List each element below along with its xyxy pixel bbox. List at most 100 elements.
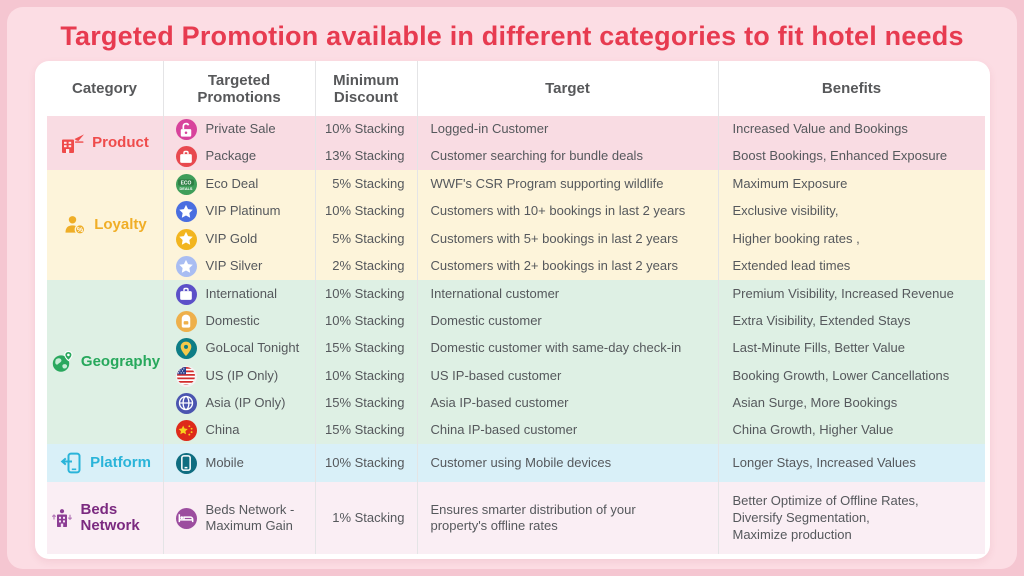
building-arrows-icon [49, 506, 75, 530]
backpack-icon [175, 310, 197, 332]
star-icon [175, 201, 197, 223]
unlock-icon [175, 119, 197, 141]
benefit-cell: China Growth, Higher Value [717, 417, 985, 445]
promotion-label: Asia (IP Only) [205, 394, 286, 410]
promotion-cell: Beds Network - Maximum Gain [162, 482, 315, 555]
discount-cell: 10% Stacking [314, 444, 417, 483]
discount-cell: 10% Stacking [314, 362, 417, 390]
benefit-cell: Boost Bookings, Enhanced Exposure [717, 143, 985, 171]
target-cell: Customers with 5+ bookings in last 2 yea… [416, 225, 718, 253]
discount-cell: 13% Stacking [314, 143, 417, 171]
header-targeted-promotions: Targeted Promotions [162, 61, 315, 117]
target-cell: Customer searching for bundle deals [416, 143, 718, 171]
package-icon [175, 146, 197, 168]
header-category: Category [71, 80, 138, 98]
benefit-cell: Extra Visibility, Extended Stays [717, 307, 985, 336]
target-cell: Customers with 2+ bookings in last 2 yea… [416, 252, 718, 281]
target-cell: Customer using Mobile devices [416, 444, 718, 483]
bed-icon [175, 507, 197, 529]
promotion-cell: VIP Gold [162, 225, 315, 253]
discount-cell: 10% Stacking [314, 116, 417, 144]
promotion-label: VIP Gold [205, 230, 258, 246]
category-label: Beds Network [80, 500, 140, 535]
discount-cell: 5% Stacking [314, 225, 417, 253]
us-flag-icon [175, 365, 197, 387]
globe-pin-icon [49, 350, 75, 374]
person-percent-icon [62, 213, 88, 237]
promotion-cell: GoLocal Tonight [162, 335, 315, 363]
phone-arrow-icon [58, 451, 84, 475]
promotion-cell: China [162, 417, 315, 445]
category-band-platform: Platform Mobile 10% Stacking Customer using… [46, 444, 985, 483]
category-band-beds-network: Beds Network Beds Network - Maximum Gain 1… [46, 482, 985, 555]
table-body: Product Private Sale 10% Stacking Logged-in… [35, 116, 990, 555]
benefit-cell: Maximum Exposure [717, 170, 985, 198]
benefit-cell: Asian Surge, More Bookings [717, 389, 985, 418]
promotion-cell: Eco Deal [162, 170, 315, 198]
promotion-cell: VIP Silver [162, 252, 315, 281]
star-icon [175, 256, 197, 278]
category-band-geography: Geography International 10% Stacking Intern… [46, 280, 985, 445]
discount-cell: 15% Stacking [314, 417, 417, 445]
header-minimum-discount: Minimum Discount [314, 61, 417, 117]
benefit-cell: Last-Minute Fills, Better Value [717, 335, 985, 363]
benefit-cell: Extended lead times [717, 252, 985, 281]
category-label: Geography [80, 353, 161, 371]
benefit-cell: Better Optimize of Offline Rates, Divers… [717, 482, 985, 555]
benefit-cell: Exclusive visibility, [717, 197, 985, 226]
map-pin-icon [175, 338, 197, 360]
promotion-label: VIP Silver [205, 258, 263, 274]
discount-cell: 1% Stacking [314, 482, 417, 555]
discount-cell: 10% Stacking [314, 280, 417, 308]
promotion-label: Beds Network - Maximum Gain [205, 501, 295, 534]
benefit-cell: Longer Stays, Increased Values [717, 444, 985, 483]
promotion-label: US (IP Only) [205, 367, 279, 383]
page-background: Targeted Promotion available in differen… [7, 7, 1017, 569]
category-cell-loyalty: Loyalty [47, 170, 163, 280]
target-cell: Customers with 10+ bookings in last 2 ye… [416, 197, 718, 226]
target-cell: Domestic customer with same-day check-in [416, 335, 718, 363]
target-cell: China IP-based customer [416, 417, 718, 445]
target-cell: WWF's CSR Program supporting wildlife [416, 170, 718, 198]
category-cell-platform: Platform [47, 444, 163, 482]
globe-icon [175, 392, 197, 414]
promotion-label: GoLocal Tonight [205, 340, 300, 356]
promotion-label: Mobile [205, 454, 244, 470]
promotion-cell: Domestic [162, 307, 315, 336]
promotion-cell: VIP Platinum [162, 197, 315, 226]
benefit-cell: Booking Growth, Lower Cancellations [717, 362, 985, 390]
promotion-label: Eco Deal [205, 175, 259, 191]
promotion-cell: Asia (IP Only) [162, 389, 315, 418]
category-label: Product [92, 134, 149, 152]
promotion-label: Package [205, 148, 257, 164]
promotion-label: China [205, 422, 240, 438]
category-cell-product: Product [47, 116, 163, 170]
promotion-label: VIP Platinum [205, 203, 281, 219]
promotion-label: Private Sale [205, 121, 276, 137]
page-title: Targeted Promotion available in differen… [60, 21, 964, 51]
category-band-loyalty: Loyalty Eco Deal 5% Stacking WWF's CSR Prog… [46, 170, 985, 281]
header-target: Target [416, 61, 718, 117]
target-cell: Domestic customer [416, 307, 718, 336]
building-plane-icon [60, 131, 86, 155]
category-cell-beds-network: Beds Network [47, 482, 163, 554]
target-cell: Asia IP-based customer [416, 389, 718, 418]
benefit-cell: Increased Value and Bookings [717, 116, 985, 144]
category-label: Platform [90, 454, 151, 472]
eco-icon [175, 173, 197, 195]
category-label: Loyalty [94, 216, 147, 234]
discount-cell: 10% Stacking [314, 197, 417, 226]
promotions-table: Category Targeted Promotions Minimum Dis… [34, 61, 990, 560]
benefit-cell: Premium Visibility, Increased Revenue [717, 280, 985, 308]
target-cell: US IP-based customer [416, 362, 718, 390]
discount-cell: 10% Stacking [314, 307, 417, 336]
category-band-product: Product Private Sale 10% Stacking Logged-in… [46, 116, 985, 171]
promotion-label: International [205, 285, 278, 301]
target-cell: Logged-in Customer [416, 116, 718, 144]
promotion-cell: Mobile [162, 444, 315, 483]
discount-cell: 5% Stacking [314, 170, 417, 198]
suitcase-icon [175, 283, 197, 305]
star-icon [175, 228, 197, 250]
promotion-cell: US (IP Only) [162, 362, 315, 390]
mobile-icon [175, 452, 197, 474]
